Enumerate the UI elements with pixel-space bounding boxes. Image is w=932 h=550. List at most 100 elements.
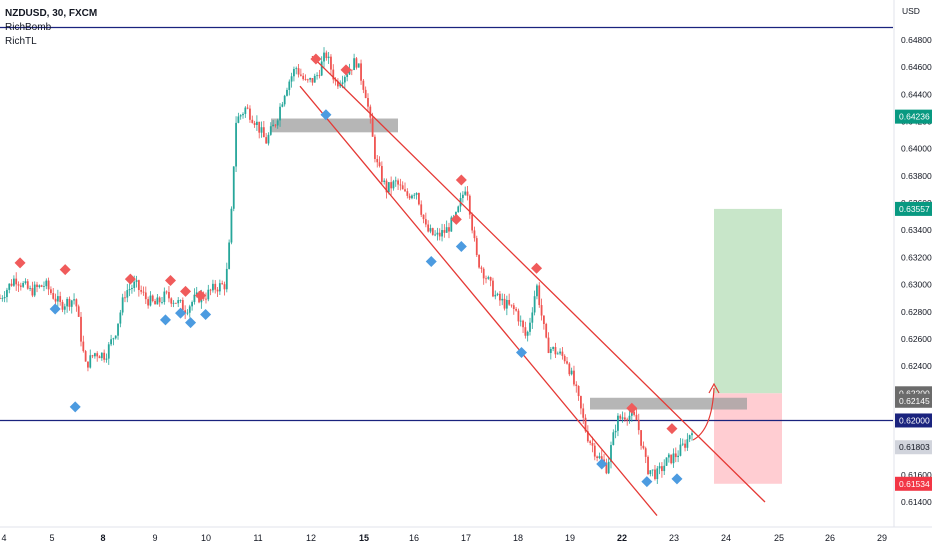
- candle-body: [212, 283, 214, 291]
- marker-top[interactable]: [124, 273, 136, 285]
- marker-top[interactable]: [59, 264, 71, 276]
- marker-bottom[interactable]: [69, 401, 81, 413]
- candle-body: [235, 122, 237, 167]
- marker-top[interactable]: [195, 289, 207, 301]
- marker-bottom[interactable]: [175, 307, 187, 319]
- candle-body: [376, 158, 379, 163]
- marker-bottom[interactable]: [425, 255, 437, 267]
- profit-zone[interactable]: [714, 208, 782, 394]
- candle-body: [151, 295, 154, 301]
- candle-body: [614, 430, 617, 433]
- candle-body: [290, 76, 293, 82]
- marker-bottom[interactable]: [641, 476, 653, 488]
- badge-zone: [895, 393, 932, 408]
- candle-body: [89, 355, 92, 368]
- candle-body: [422, 214, 425, 220]
- candle-body: [644, 448, 647, 457]
- candle-body: [295, 68, 298, 70]
- marker-bottom[interactable]: [671, 473, 683, 485]
- candle-body: [529, 322, 531, 332]
- marker-top[interactable]: [14, 257, 26, 269]
- candle-body: [494, 294, 497, 297]
- marker-bottom[interactable]: [596, 458, 608, 470]
- candle-body: [149, 295, 152, 306]
- candle-body: [387, 182, 390, 193]
- channel-lower-line[interactable]: [299, 85, 658, 517]
- candle-body: [216, 289, 219, 292]
- candle-body: [392, 181, 395, 189]
- x-tick-label: 19: [565, 533, 575, 543]
- candle-body: [512, 305, 515, 309]
- marker-top[interactable]: [666, 423, 678, 435]
- candle-body: [279, 106, 281, 121]
- candle-body: [239, 115, 242, 117]
- candle-body: [568, 363, 571, 375]
- marker-top[interactable]: [164, 275, 176, 287]
- candle-body: [533, 296, 536, 313]
- marker-bottom[interactable]: [185, 317, 197, 329]
- marker-top[interactable]: [455, 174, 467, 186]
- candle-body: [12, 278, 15, 286]
- badge-target: [895, 201, 932, 216]
- candle-body: [482, 268, 485, 279]
- candle-body: [593, 445, 596, 457]
- candle-body: [348, 69, 351, 75]
- candle-body: [367, 98, 369, 107]
- marker-bottom[interactable]: [455, 241, 467, 253]
- candle-body: [633, 411, 636, 415]
- x-tick-label: 25: [774, 533, 784, 543]
- candle-body: [70, 300, 73, 307]
- projection-curve[interactable]: [692, 387, 715, 441]
- candle-body: [378, 162, 381, 166]
- marker-top[interactable]: [310, 53, 322, 65]
- y-tick-label: 0.61600: [901, 470, 932, 480]
- marker-bottom[interactable]: [200, 308, 212, 320]
- candle-body: [269, 126, 272, 135]
- candle-body: [119, 312, 122, 324]
- candle-body: [244, 107, 247, 114]
- candle-body: [114, 335, 117, 339]
- candle-body: [339, 83, 342, 87]
- candle-body: [596, 456, 599, 459]
- candle-body: [637, 420, 640, 431]
- marker-bottom[interactable]: [159, 314, 171, 326]
- channel-upper-line[interactable]: [311, 55, 766, 503]
- candle-body: [327, 56, 330, 59]
- candle-body: [66, 298, 69, 307]
- candle-body: [663, 465, 666, 472]
- candle-body: [218, 283, 221, 292]
- marker-bottom[interactable]: [320, 109, 332, 121]
- candle-body: [68, 298, 71, 307]
- candle-body: [531, 312, 534, 323]
- candle-body: [158, 297, 161, 303]
- candle-body: [249, 108, 251, 120]
- candle-body: [330, 56, 332, 70]
- marker-bottom[interactable]: [516, 347, 528, 359]
- candle-body: [628, 415, 631, 420]
- marker-bottom[interactable]: [49, 303, 61, 315]
- candle-body: [332, 69, 335, 80]
- candle-body: [170, 298, 173, 304]
- candle-body: [362, 80, 365, 90]
- marker-top[interactable]: [180, 285, 192, 297]
- candle-body: [580, 396, 582, 409]
- candle-body: [306, 79, 309, 81]
- candle-body: [445, 227, 448, 233]
- candle-body: [658, 466, 661, 469]
- candle-body: [640, 430, 642, 446]
- candle-body: [73, 299, 75, 301]
- candle-body: [448, 227, 450, 232]
- marker-top[interactable]: [450, 213, 462, 225]
- marker-top[interactable]: [531, 262, 543, 274]
- x-tick-label: 10: [201, 533, 211, 543]
- badge-stop: [895, 476, 932, 491]
- candle-body: [399, 184, 402, 186]
- resistance-zone-lower[interactable]: [590, 397, 747, 410]
- candle-body: [63, 306, 66, 310]
- marker-top[interactable]: [340, 64, 352, 76]
- marker-top[interactable]: [626, 402, 638, 414]
- x-tick-label: 26: [825, 533, 835, 543]
- resistance-zone-upper[interactable]: [271, 118, 398, 133]
